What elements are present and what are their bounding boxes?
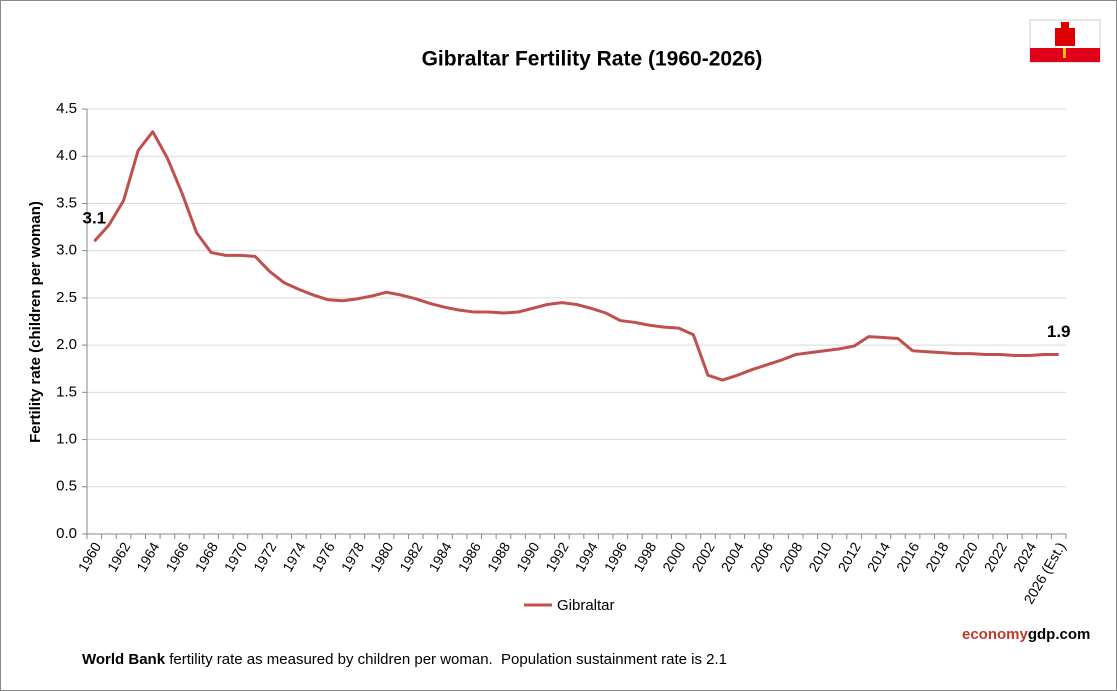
y-tick-label: 1.5 [56, 383, 77, 400]
chart-title: Gibraltar Fertility Rate (1960-2026) [422, 48, 763, 71]
brand: economygdp.com [962, 626, 1090, 643]
y-tick-label: 4.0 [56, 147, 77, 164]
y-tick-label: 2.0 [56, 336, 77, 353]
y-tick-label: 0.0 [56, 525, 77, 542]
footnote-text: fertility rate as measured by children p… [165, 651, 727, 668]
y-axis-label: Fertility rate (children per woman) [27, 201, 44, 443]
legend-label: Gibraltar [557, 597, 615, 614]
data-label: 3.1 [82, 209, 106, 228]
data-label: 1.9 [1047, 322, 1071, 341]
y-tick-label: 0.5 [56, 478, 77, 495]
y-tick-label: 3.5 [56, 194, 77, 211]
line [93, 130, 1059, 382]
brand-part: gdp [1028, 626, 1056, 643]
y-tick-label: 3.0 [56, 242, 77, 259]
brand-part: .com [1055, 626, 1090, 643]
footnote-bold: World Bank [82, 651, 166, 668]
flag [1029, 19, 1101, 63]
y-tick-label: 1.0 [56, 431, 77, 448]
footnote: World Bank fertility rate as measured by… [82, 651, 727, 668]
y-tick-label: 4.5 [56, 100, 77, 117]
y-tick-label: 2.5 [56, 289, 77, 306]
brand-part: economy [962, 626, 1029, 643]
